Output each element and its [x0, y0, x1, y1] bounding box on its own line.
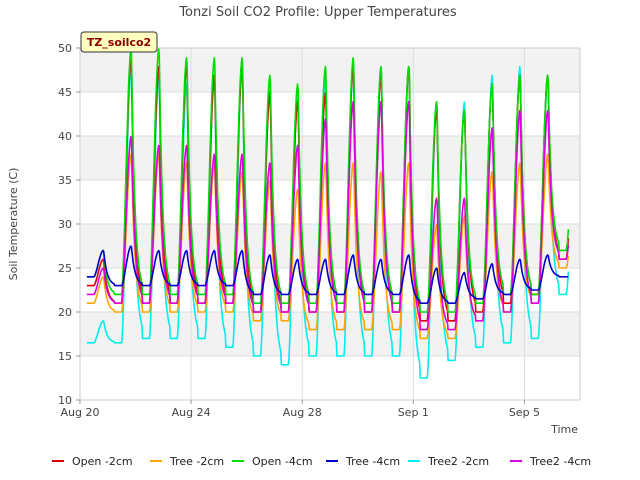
series-line-tree2-4cm — [86, 100, 570, 331]
chart-title: Tonzi Soil CO2 Profile: Upper Temperatur… — [178, 5, 457, 20]
legend-item: Tree -2cm — [150, 455, 224, 468]
x-tick-label: Sep 1 — [398, 406, 429, 419]
series-line-open-4cm — [86, 48, 570, 313]
x-axis-ticks: Aug 20 Aug 24 Aug 28 Sep 1 Sep 5 — [61, 400, 540, 419]
site-label-background — [80, 31, 158, 53]
x-tick-label: Aug 28 — [283, 406, 322, 419]
background-band — [80, 312, 580, 356]
series-line-tree-2cm — [86, 153, 570, 340]
x-tick-label: Aug 20 — [61, 406, 100, 419]
series-line-tree-4cm — [86, 245, 569, 304]
site-label: TZ_soilco2 — [87, 36, 151, 49]
site-label-box: TZ_soilco2 — [80, 31, 158, 53]
legend: Open -2cm Tree -2cm Open -4cm Tree -4cm Tree… — [52, 455, 591, 468]
legend-label: Tree2 -2cm — [427, 455, 489, 468]
legend-label: Tree -4cm — [345, 455, 400, 468]
y-tick-label: 20 — [58, 306, 72, 319]
y-tick-label: 30 — [58, 218, 72, 231]
y-axis-label: Soil Temperature (C) — [7, 168, 20, 281]
legend-label: Tree -2cm — [169, 455, 224, 468]
legend-item: Open -4cm — [232, 455, 313, 468]
series-lines — [86, 48, 570, 379]
legend-label: Open -4cm — [252, 455, 313, 468]
y-tick-label: 25 — [58, 262, 72, 275]
background-band — [80, 48, 580, 92]
y-tick-label: 45 — [58, 86, 72, 99]
x-axis-label: Time — [550, 423, 578, 436]
legend-item: Tree2 -2cm — [408, 455, 489, 468]
legend-item: Open -2cm — [52, 455, 133, 468]
x-tick-label: Sep 5 — [509, 406, 540, 419]
y-tick-label: 15 — [58, 350, 72, 363]
y-axis-ticks: 10 15 20 25 30 35 40 45 50 — [58, 42, 80, 407]
y-tick-label: 35 — [58, 174, 72, 187]
x-tick-label: Aug 24 — [172, 406, 211, 419]
legend-item: Tree2 -4cm — [510, 455, 591, 468]
y-tick-label: 50 — [58, 42, 72, 55]
legend-item: Tree -4cm — [326, 455, 400, 468]
legend-label: Tree2 -4cm — [529, 455, 591, 468]
y-tick-label: 10 — [58, 394, 72, 407]
legend-label: Open -2cm — [72, 455, 133, 468]
y-tick-label: 40 — [58, 130, 72, 143]
background-band — [80, 136, 580, 180]
